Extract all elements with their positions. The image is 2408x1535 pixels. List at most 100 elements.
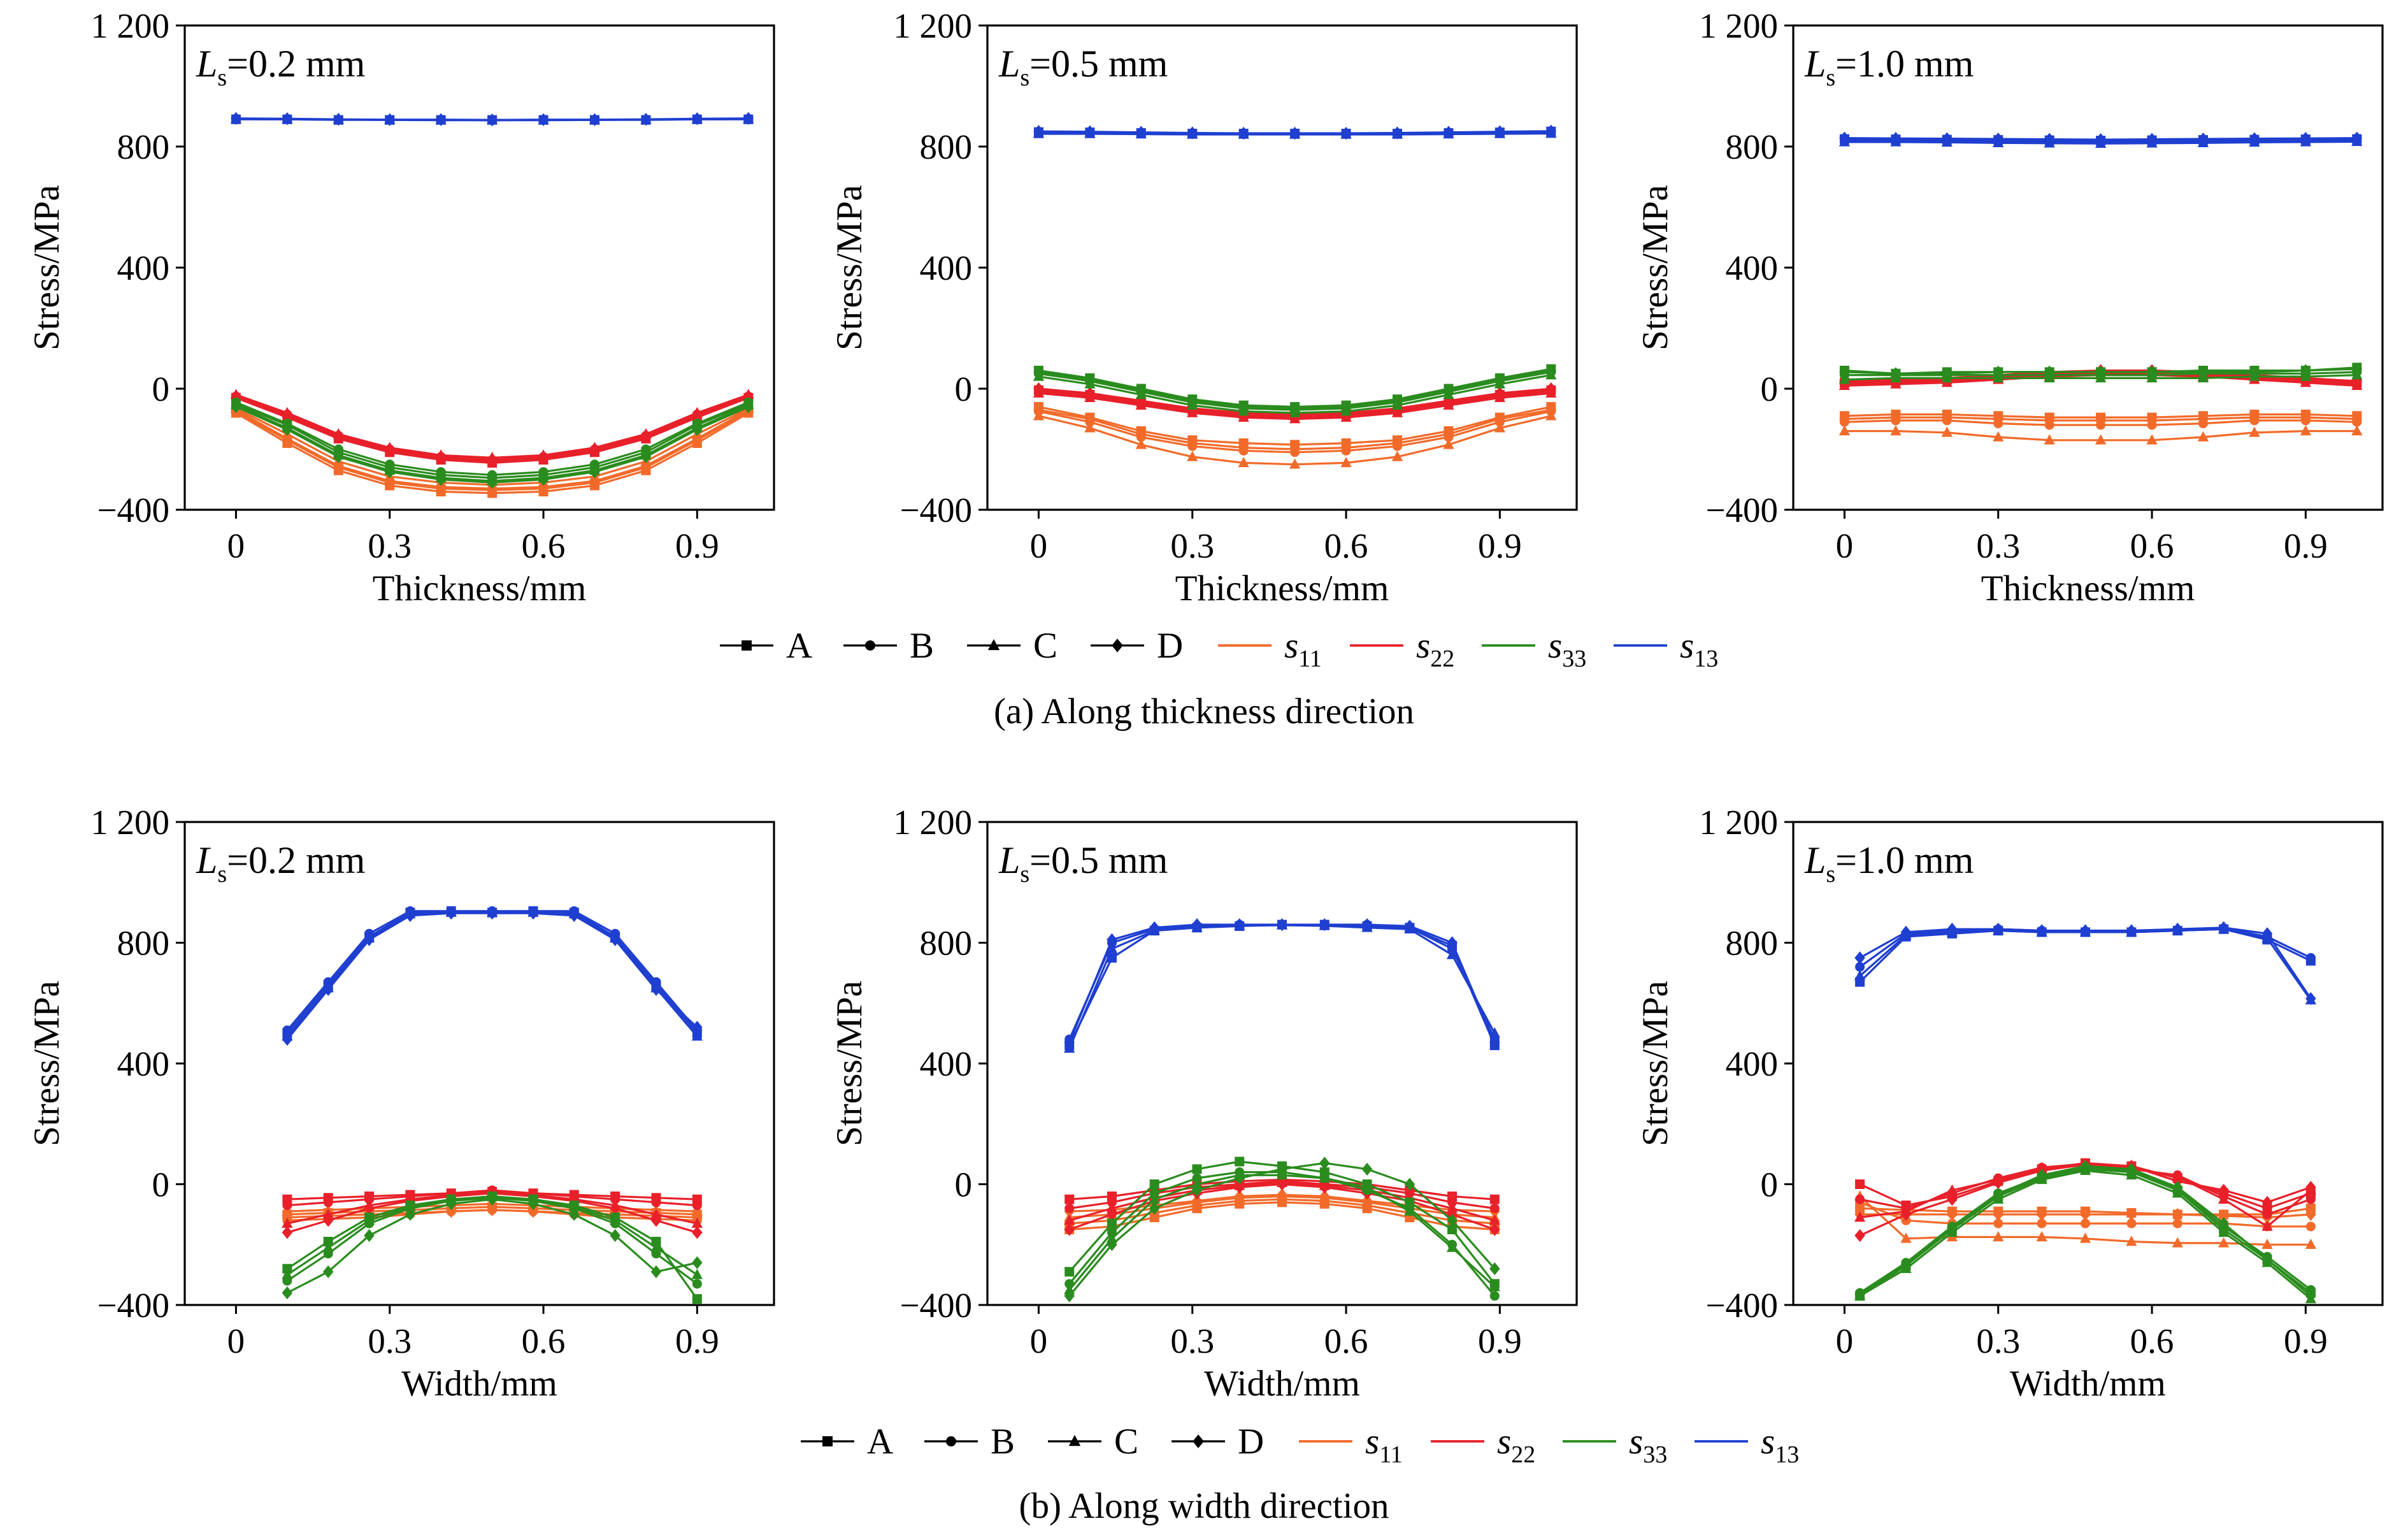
data-point-s33-C bbox=[568, 1200, 580, 1211]
data-point-s33-A bbox=[651, 1237, 661, 1247]
data-point-s11-D bbox=[1191, 1194, 1203, 1207]
data-point-s33-D bbox=[1942, 367, 1953, 380]
data-point-s13-D bbox=[446, 906, 457, 920]
legend-item-B: B bbox=[843, 626, 934, 666]
data-point-s33-B bbox=[1149, 1188, 1159, 1199]
data-point-s33-D bbox=[2080, 1159, 2091, 1173]
data-point-s22-C bbox=[1106, 1202, 1118, 1213]
data-point-s11-C bbox=[1993, 1231, 2004, 1242]
data-point-s13-D bbox=[2172, 923, 2183, 936]
data-point-s11-C bbox=[1494, 422, 1505, 433]
y-tick-label: 800 bbox=[1726, 127, 1779, 166]
data-point-s33-B bbox=[641, 444, 651, 454]
data-point-s22-D bbox=[610, 1202, 620, 1215]
data-point-s22-C bbox=[650, 1208, 662, 1219]
data-point-s22-D bbox=[487, 454, 498, 468]
data-point-s13-D bbox=[2095, 133, 2106, 147]
data-point-s33-D bbox=[2249, 365, 2260, 378]
data-point-s33-D bbox=[2261, 1253, 2273, 1267]
data-point-s11-C bbox=[1993, 431, 2004, 442]
data-point-s33-A bbox=[282, 1264, 292, 1274]
data-point-s11-C bbox=[691, 1205, 703, 1216]
y-tick-label: 400 bbox=[1726, 1044, 1779, 1083]
data-point-s13-D bbox=[1277, 918, 1287, 932]
data-point-s11-B bbox=[1993, 1218, 2003, 1229]
data-point-s22-D bbox=[2305, 1181, 2316, 1194]
data-point-s13-D bbox=[2300, 132, 2311, 145]
panel-label: Ls=1.0 mm bbox=[1804, 43, 1974, 91]
x-tick-label: 0.3 bbox=[368, 1322, 412, 1360]
data-point-s22-D bbox=[2218, 1183, 2229, 1197]
data-point-s13-D bbox=[1993, 923, 2003, 936]
x-tick-label: 0.9 bbox=[2284, 526, 2328, 565]
legend-marker-triangle bbox=[987, 639, 1000, 651]
data-point-s11-C bbox=[2036, 1231, 2047, 1242]
data-point-s33-C bbox=[650, 1241, 662, 1252]
data-point-s33-D bbox=[2198, 365, 2209, 378]
data-point-s13-D bbox=[1319, 918, 1330, 932]
data-point-s22-C bbox=[2261, 1220, 2273, 1231]
data-point-s22-D bbox=[282, 1226, 293, 1239]
data-point-s13-C bbox=[1106, 942, 1118, 953]
y-tick-label: −400 bbox=[899, 491, 972, 530]
data-point-s33-C bbox=[1838, 373, 1851, 384]
y-axis-label: Stress/MPa bbox=[27, 981, 67, 1146]
data-point-s11-C bbox=[2300, 425, 2311, 436]
data-point-s22-D bbox=[1277, 1178, 1287, 1191]
data-point-s11-D bbox=[282, 1211, 293, 1224]
data-point-s13-D bbox=[1947, 923, 1958, 936]
data-point-s33-A bbox=[323, 1237, 333, 1247]
plot-area bbox=[230, 112, 754, 498]
y-tick-label: 1 200 bbox=[1699, 6, 1778, 45]
data-point-s22-D bbox=[650, 1214, 662, 1227]
data-point-s22-D bbox=[1107, 1207, 1117, 1221]
legend-label: s13 bbox=[1761, 1422, 1799, 1468]
data-point-s33-D bbox=[1361, 1162, 1373, 1176]
data-point-s13-D bbox=[1404, 919, 1415, 933]
legend-item-s33: s33 bbox=[1563, 1422, 1667, 1468]
data-point-s11-C bbox=[2126, 1236, 2137, 1246]
data-point-s13-D bbox=[743, 112, 754, 125]
legend-item-s11: s11 bbox=[1299, 1422, 1403, 1468]
data-point-s33-A bbox=[1107, 1218, 1117, 1229]
legend-item-s33: s33 bbox=[1482, 626, 1586, 672]
chart-panel-a3: 1 200 800 400 0 −400 0 0.3 0.6 0.9 Stress/MPa Thic… bbox=[1635, 6, 2384, 609]
data-point-s33-D bbox=[692, 423, 703, 436]
data-point-s11-C bbox=[1900, 1232, 1912, 1243]
data-point-s33-D bbox=[527, 1197, 539, 1211]
legend-marker-circle bbox=[946, 1436, 956, 1446]
chart-panel-b3: 1 200 800 400 0 −400 0 0.3 0.6 0.9 Stress/MPa Widt… bbox=[1635, 803, 2384, 1404]
legend-item-D: D bbox=[1172, 1422, 1264, 1462]
data-point-s13-D bbox=[1545, 124, 1557, 138]
data-point-s13-D bbox=[1494, 125, 1505, 138]
data-point-s22-D bbox=[1234, 1181, 1245, 1194]
data-point-s13-D bbox=[2198, 133, 2209, 146]
panel-label: Ls=1.0 mm bbox=[1804, 839, 1974, 888]
data-point-s11-D bbox=[692, 1211, 703, 1224]
data-point-s13-D bbox=[1942, 132, 1953, 145]
data-point-s33-D bbox=[322, 1265, 334, 1279]
caption-a: (a) Along thickness direction bbox=[994, 691, 1414, 731]
data-point-s13-D bbox=[364, 933, 375, 946]
data-point-s13-D bbox=[1064, 1035, 1075, 1049]
x-axis-label: Width/mm bbox=[1204, 1364, 1360, 1404]
data-point-s33-D bbox=[1064, 1289, 1075, 1302]
y-tick-label: 800 bbox=[117, 924, 170, 963]
legend-marker-diamond bbox=[1193, 1434, 1204, 1448]
x-tick-label: 0.3 bbox=[1170, 526, 1214, 565]
data-point-s33-D bbox=[2146, 365, 2158, 378]
data-point-s33-D bbox=[405, 1207, 416, 1221]
data-point-s13-D bbox=[1191, 918, 1203, 932]
data-point-s22-D bbox=[333, 430, 344, 444]
data-point-s11-C bbox=[1443, 438, 1454, 449]
data-point-s11-C bbox=[2305, 1238, 2317, 1249]
data-point-s11-D bbox=[1890, 411, 1902, 424]
data-point-s11-D bbox=[1361, 1194, 1373, 1207]
y-tick-label: −400 bbox=[1705, 1286, 1778, 1325]
data-point-s11-D bbox=[435, 482, 447, 495]
data-point-s22-B bbox=[282, 1200, 292, 1211]
y-tick-label: 1 200 bbox=[90, 6, 169, 45]
legend-label: C bbox=[1033, 626, 1057, 666]
data-point-s33-B bbox=[1192, 1173, 1202, 1183]
x-tick-label: 0 bbox=[1030, 1322, 1048, 1360]
